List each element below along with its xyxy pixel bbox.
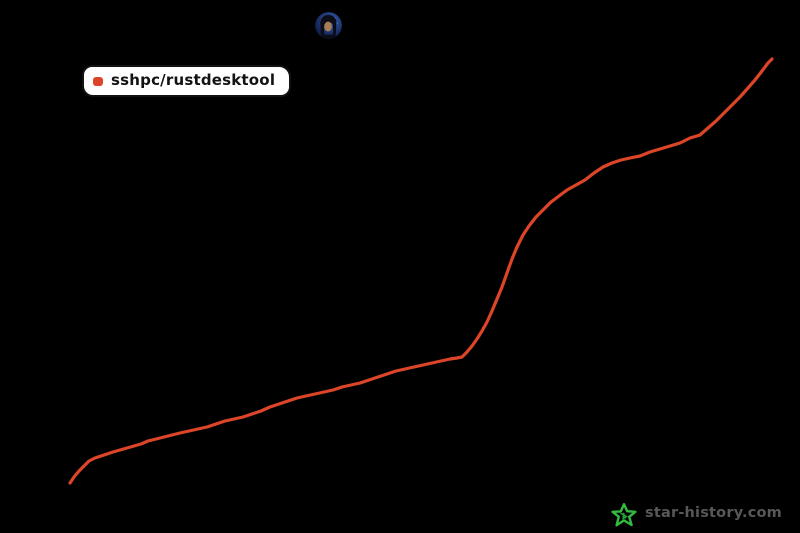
watermark-text: star-history.com	[645, 505, 782, 522]
avatar	[315, 12, 342, 39]
star-logo-icon	[611, 503, 637, 527]
legend-marker	[93, 76, 103, 86]
legend: sshpc/rustdesktool	[82, 65, 292, 97]
star-history-watermark: star-history.com	[610, 502, 782, 528]
star-history-line	[68, 57, 774, 485]
legend-label: sshpc/rustdesktool	[111, 71, 276, 89]
avatar-image	[315, 12, 342, 39]
